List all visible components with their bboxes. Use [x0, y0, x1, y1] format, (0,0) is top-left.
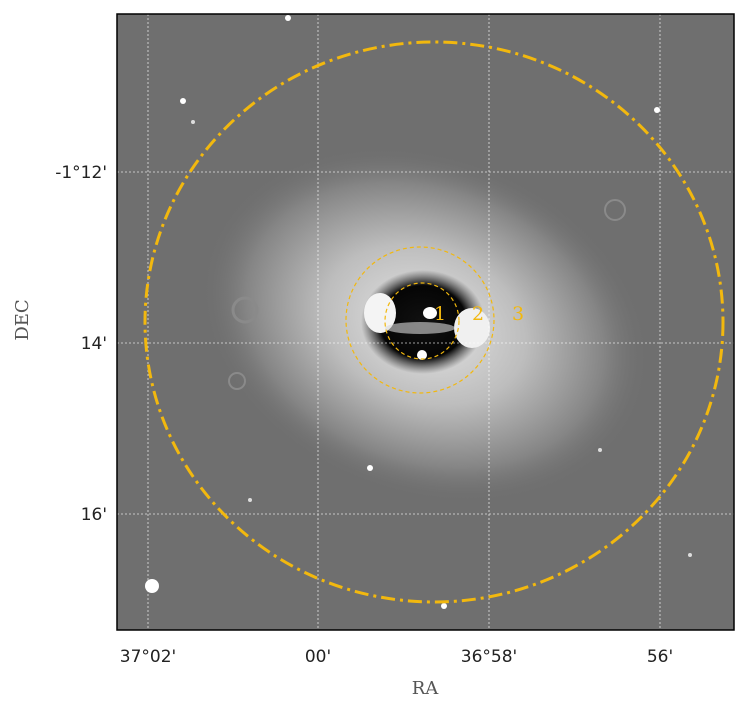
x-axis-label: RA	[412, 678, 440, 699]
x-tick-label: 56'	[647, 647, 673, 667]
y-tick-label: -1°12'	[55, 163, 107, 183]
region-1	[384, 282, 460, 360]
frame	[116, 13, 735, 631]
region-3	[143, 40, 725, 604]
region-2	[345, 246, 495, 394]
region-label: 1	[434, 303, 446, 325]
y-tick-label: 14'	[81, 334, 107, 354]
x-tick-label: 00'	[305, 647, 331, 667]
y-tick-label: 16'	[81, 505, 107, 525]
region-label: 2	[472, 303, 484, 325]
y-axis-label: DEC	[12, 299, 33, 340]
x-tick-label: 36°58'	[461, 647, 517, 667]
grid	[117, 14, 734, 630]
x-tick-label: 37°02'	[120, 647, 176, 667]
sky-image	[117, 14, 734, 630]
region-label: 3	[512, 303, 524, 325]
